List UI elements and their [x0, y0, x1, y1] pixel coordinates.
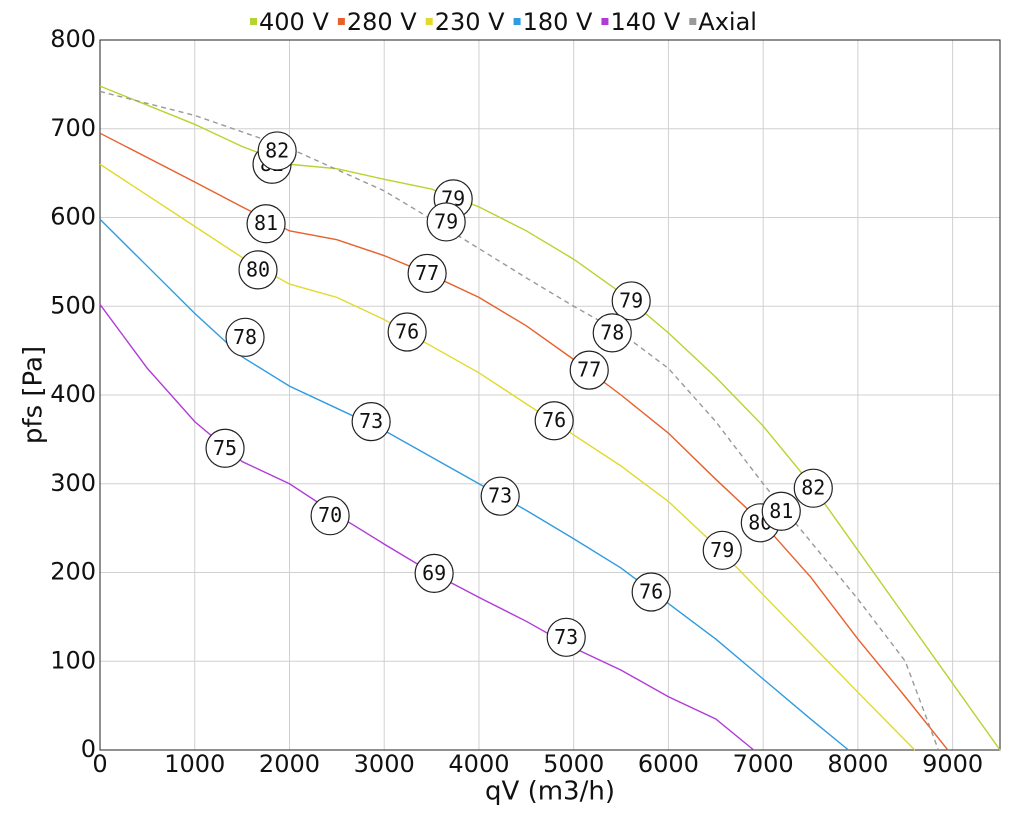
sound-level-marker [238, 250, 278, 290]
x-tick-label: 8000 [827, 750, 888, 778]
sound-level-label: 77 [415, 261, 439, 285]
x-tick-label: 0 [92, 750, 107, 778]
sound-level-marker [546, 617, 586, 657]
sound-level-label: 73 [554, 625, 578, 649]
sound-level-label: 69 [422, 561, 446, 585]
y-axis-title: pfs [Pa] [19, 346, 49, 444]
sound-level-marker [414, 553, 454, 593]
sound-level-marker [257, 131, 297, 171]
x-axis-title: qV (m3/h) [485, 777, 615, 807]
sound-level-marker [225, 317, 265, 357]
legend-label: 280 V [347, 8, 417, 36]
legend-swatch [425, 18, 433, 25]
sound-level-label: 77 [577, 358, 601, 382]
sound-level-label: 82 [801, 476, 825, 500]
plot-frame [99, 39, 1001, 751]
sound-level-label: 79 [619, 288, 643, 312]
y-tick-label: 700 [50, 114, 96, 142]
y-tick-label: 300 [50, 469, 96, 497]
y-tick-label: 0 [81, 735, 96, 763]
sound-level-label: 78 [233, 325, 257, 349]
x-tick-label: 6000 [638, 750, 699, 778]
sound-level-marker [246, 204, 286, 244]
x-tick-label: 1000 [164, 750, 225, 778]
sound-level-marker [592, 313, 632, 353]
legend-swatch [513, 18, 521, 25]
sound-level-label: 76 [395, 319, 419, 343]
sound-level-label: 76 [542, 408, 566, 432]
y-tick-label: 200 [50, 558, 96, 586]
legend-label: 140 V [610, 8, 680, 36]
sound-level-marker [534, 401, 574, 441]
sound-level-label: 82 [265, 138, 289, 162]
y-tick-label: 600 [50, 203, 96, 231]
y-tick-label: 800 [50, 25, 96, 53]
series-line [99, 218, 849, 751]
sound-level-marker [631, 572, 671, 612]
sound-level-marker [205, 428, 245, 468]
x-tick-label: 7000 [733, 750, 794, 778]
sound-level-marker [426, 202, 466, 242]
series-line [99, 304, 755, 751]
sound-level-marker [702, 530, 742, 570]
series-line [99, 90, 940, 751]
legend-label: 400 V [259, 8, 329, 36]
sound-level-label: 81 [254, 211, 278, 235]
legend: 400 V 280 V 230 V 180 V 140 V Axial [250, 8, 757, 36]
sound-level-label: 79 [710, 538, 734, 562]
sound-level-marker [569, 350, 609, 390]
legend-label: Axial [698, 8, 757, 36]
sound-level-marker [407, 253, 447, 294]
legend-swatch [337, 18, 345, 25]
sound-level-label: 73 [359, 409, 383, 433]
legend-label: 230 V [435, 8, 505, 36]
sound-level-label: 70 [318, 503, 342, 527]
sound-level-marker [793, 468, 833, 508]
sound-level-marker [387, 312, 427, 352]
sound-level-marker [611, 281, 651, 321]
x-tick-label: 9000 [922, 750, 983, 778]
legend-label: 180 V [523, 8, 593, 36]
x-tick-label: 3000 [354, 750, 415, 778]
legend-swatch [601, 18, 609, 25]
y-tick-label: 500 [50, 291, 96, 319]
sound-level-marker [310, 496, 350, 536]
sound-level-marker [480, 476, 520, 516]
sound-level-label: 75 [213, 436, 237, 460]
sound-level-label: 80 [246, 257, 270, 281]
sound-level-label: 76 [639, 580, 663, 604]
x-tick-label: 2000 [259, 750, 320, 778]
x-tick-label: 4000 [448, 750, 509, 778]
y-tick-label: 400 [50, 380, 96, 408]
sound-level-label: 78 [600, 320, 624, 344]
sound-level-label: 81 [769, 499, 793, 523]
legend-swatch [250, 18, 257, 25]
sound-level-label: 73 [488, 484, 512, 508]
y-tick-label: 100 [50, 646, 96, 674]
sound-level-label: 79 [434, 209, 458, 233]
sound-level-marker [761, 491, 801, 531]
legend-swatch [689, 18, 697, 25]
sound-level-marker [351, 402, 391, 442]
x-tick-label: 5000 [543, 750, 604, 778]
